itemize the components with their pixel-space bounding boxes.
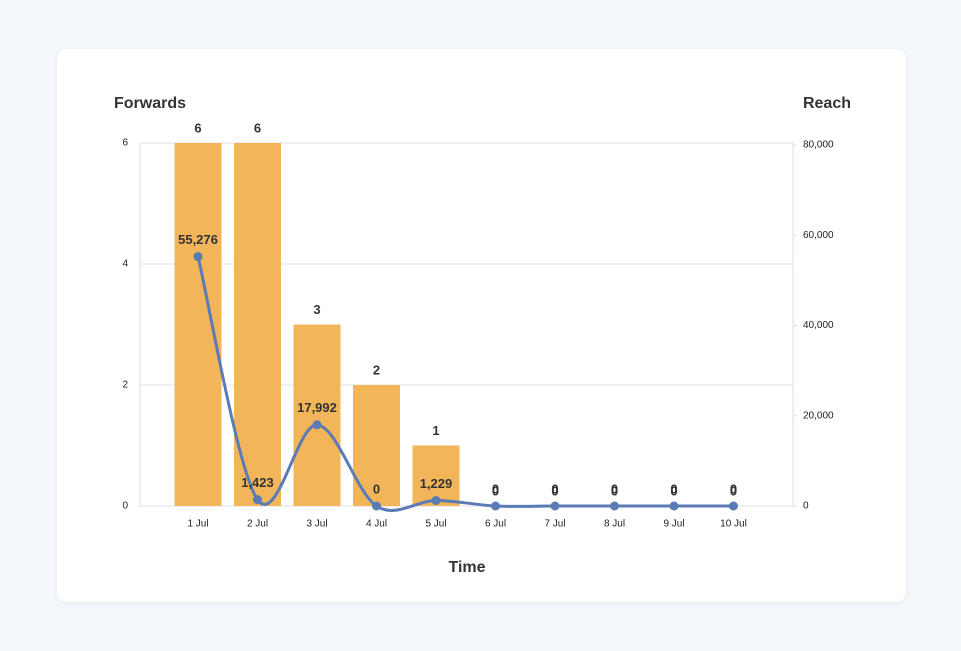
bar: [174, 143, 222, 506]
line-value-label: 0: [670, 481, 677, 496]
reach-point: [491, 501, 500, 511]
bar-value-label: 0: [670, 483, 677, 498]
line-value-label: 55,276: [178, 232, 218, 247]
bar: [412, 445, 460, 506]
y2-tick-label: 40,000: [803, 320, 834, 331]
line-value-label: 0: [492, 481, 499, 496]
line-value-label: 1,423: [241, 475, 274, 490]
x-tick-label: 7 Jul: [544, 519, 565, 530]
line-value-label: 0: [611, 481, 618, 496]
reach-point: [669, 501, 679, 511]
reach-point: [431, 495, 441, 505]
y-tick-label: 4: [122, 259, 128, 270]
bar-value-label: 1: [432, 423, 439, 438]
bar-value-label: 0: [730, 483, 737, 498]
x-tick-label: 6 Jul: [485, 519, 506, 530]
line-value-label: 1,229: [420, 476, 453, 491]
line-value-label: 17,992: [297, 400, 337, 415]
bar-value-label: 0: [551, 483, 558, 498]
reach-point: [312, 420, 322, 430]
bar-value-label: 0: [492, 483, 499, 498]
y-axis-title: Forwards: [114, 95, 186, 112]
reach-point: [610, 501, 619, 511]
reach-point: [193, 252, 203, 262]
x-tick-label: 2 Jul: [247, 519, 268, 530]
y2-tick-label: 20,000: [803, 410, 834, 421]
reach-point: [550, 501, 560, 511]
x-tick-label: 5 Jul: [425, 519, 446, 530]
x-tick-label: 8 Jul: [604, 519, 625, 530]
y-tick-label: 2: [122, 380, 128, 391]
x-tick-label: 1 Jul: [187, 519, 208, 530]
y2-axis-title: Reach: [803, 95, 851, 112]
reach-point: [729, 501, 738, 511]
line-value-label: 0: [730, 481, 737, 496]
x-axis-title: Time: [448, 559, 485, 576]
bar-value-label: 2: [373, 362, 380, 377]
x-tick-label: 3 Jul: [306, 519, 327, 530]
bar-value-label: 3: [313, 302, 320, 317]
line-value-label: 0: [551, 481, 558, 496]
y-tick-label: 0: [122, 501, 128, 512]
y-tick-label: 6: [122, 138, 128, 149]
x-tick-label: 4 Jul: [366, 519, 387, 530]
reach-point: [372, 501, 381, 511]
bar: [234, 143, 281, 506]
reach-point: [253, 495, 262, 505]
bar-value-label: 0: [611, 483, 618, 498]
bar: [293, 324, 341, 506]
y2-tick-label: 80,000: [803, 140, 834, 151]
x-tick-label: 10 Jul: [720, 519, 747, 530]
y2-tick-label: 60,000: [803, 230, 834, 241]
line-value-label: 0: [373, 481, 380, 496]
y2-tick-label: 0: [803, 501, 809, 512]
bar-value-label: 6: [254, 120, 261, 135]
bar-value-label: 6: [194, 120, 201, 135]
x-tick-label: 9 Jul: [663, 519, 684, 530]
